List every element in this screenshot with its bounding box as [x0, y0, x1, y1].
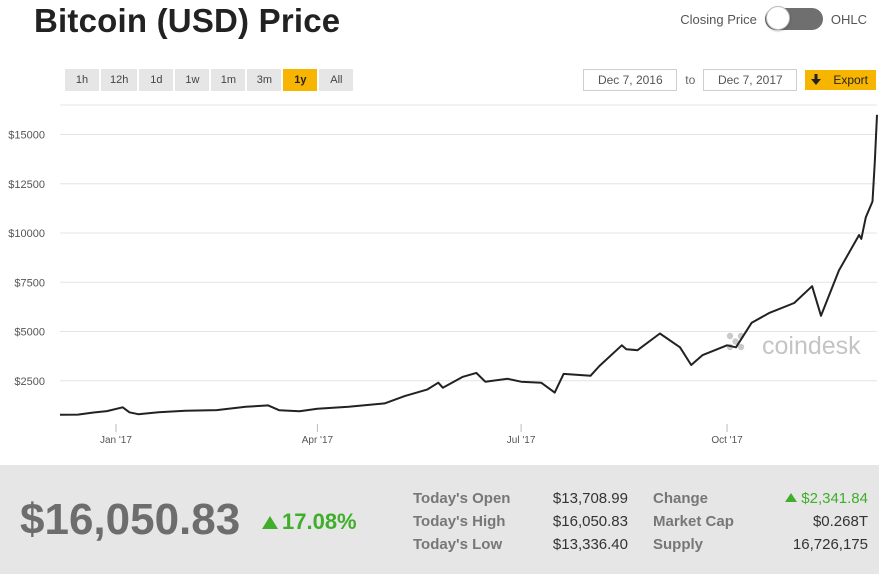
change-label: Change [653, 490, 709, 507]
market-cap-label: Market Cap [653, 513, 734, 530]
x-tick-label: Apr '17 [302, 435, 334, 446]
y-tick-label: $5000 [14, 327, 45, 339]
todays-open-label: Today's Open [413, 490, 511, 507]
change-percent: 17.08% [262, 509, 357, 535]
todays-high-label: Today's High [413, 513, 506, 530]
chart-mode-toggle-group: Closing Price OHLC [680, 6, 867, 30]
y-tick-label: $15000 [8, 130, 45, 142]
x-tick-label: Jan '17 [100, 435, 132, 446]
supply-value: 16,726,175 [792, 536, 868, 553]
range-button-1m[interactable]: 1m [211, 69, 246, 91]
date-range: to Export [583, 69, 876, 91]
price-chart[interactable]: $2500 $5000 $7500 $10000 $12500 $15000 Jan '1… [0, 95, 879, 465]
supply-label: Supply [653, 536, 704, 553]
stats-panel: $16,050.83 17.08% Today's Open $13,708.9… [0, 465, 879, 574]
range-button-1h[interactable]: 1h [65, 69, 99, 91]
y-tick-label: $7500 [14, 277, 45, 289]
range-button-1y[interactable]: 1y [283, 69, 318, 91]
date-to-label: to [685, 73, 696, 87]
current-price: $16,050.83 [20, 495, 241, 544]
download-arrow-icon [811, 74, 822, 85]
price-series-line [59, 114, 878, 416]
x-tick-label: Jul '17 [507, 435, 536, 446]
todays-low-value: $13,336.40 [552, 536, 628, 553]
change-percent-value: 17.08% [282, 509, 357, 534]
range-button-12h[interactable]: 12h [101, 69, 138, 91]
y-tick-label: $10000 [8, 228, 45, 240]
small-up-arrow-icon [785, 493, 798, 502]
ohlc-label: OHLC [830, 11, 867, 27]
x-tick-label: Oct '17 [711, 435, 743, 446]
range-button-1d[interactable]: 1d [139, 69, 174, 91]
watermark-text: coindesk [762, 332, 861, 360]
range-button-3m[interactable]: 3m [247, 69, 282, 91]
range-button-all[interactable]: All [319, 69, 354, 91]
x-axis-ticks: Jan '17 Apr '17 Jul '17 Oct '17 [100, 424, 743, 446]
coindesk-logo-icon [726, 332, 745, 351]
y-axis-ticks: $2500 $5000 $7500 $10000 $12500 $15000 [8, 130, 45, 388]
closing-ohlc-toggle[interactable] [764, 6, 823, 30]
y-tick-label: $12500 [8, 179, 45, 191]
todays-high-value: $16,050.83 [552, 513, 628, 530]
toggle-knob[interactable] [765, 6, 790, 30]
chart-grid [60, 104, 877, 382]
y-tick-label: $2500 [14, 376, 45, 388]
coindesk-watermark: coindesk [726, 332, 861, 360]
change-value: $2,341.84 [785, 490, 868, 507]
todays-open-value: $13,708.99 [552, 490, 628, 507]
up-arrow-icon [262, 515, 278, 529]
todays-low-label: Today's Low [413, 536, 503, 553]
date-to-input[interactable] [703, 69, 798, 91]
market-cap-value: $0.268T [812, 513, 868, 530]
change-value-text: $2,341.84 [801, 490, 868, 507]
date-from-input[interactable] [583, 69, 678, 91]
page-title: Bitcoin (USD) Price [34, 2, 341, 39]
export-button[interactable]: Export [805, 70, 876, 90]
closing-price-label: Closing Price [680, 11, 757, 27]
range-button-1w[interactable]: 1w [175, 69, 210, 91]
range-selector: 1h 12h 1d 1w 1m 3m 1y All [65, 69, 354, 91]
export-label: Export [833, 73, 868, 87]
